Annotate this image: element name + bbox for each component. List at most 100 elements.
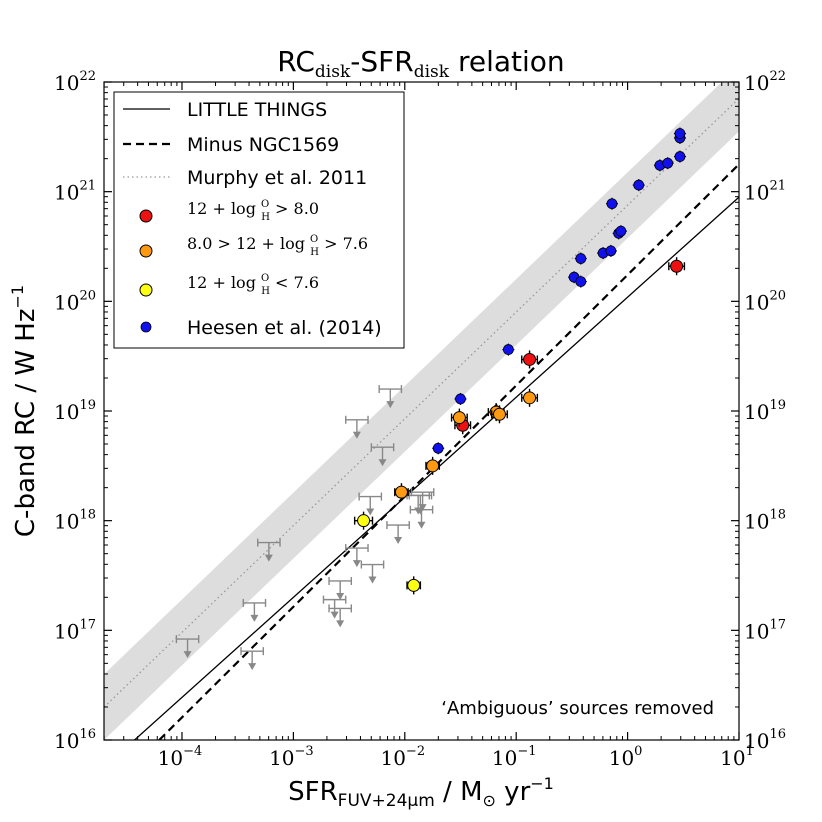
legend-high-metallicity-marker <box>139 209 153 223</box>
point-series0-1 <box>521 350 539 369</box>
x-tick-label: 10−2 <box>380 744 425 770</box>
minus-ngc1569-fit-line <box>157 163 739 740</box>
point-series1-3 <box>521 388 539 407</box>
point-marker <box>633 179 645 191</box>
upper-limit-13 <box>409 505 434 529</box>
point-marker <box>492 407 506 421</box>
upper-limit-17 <box>328 604 353 628</box>
y-tick-label-right: 1019 <box>744 398 786 424</box>
upper-limit-3 <box>257 538 281 562</box>
x-tick-label: 101 <box>720 744 754 770</box>
point-series3-14 <box>673 150 686 163</box>
upper-limit-1 <box>240 647 265 671</box>
upper-limit-arrow <box>378 459 387 467</box>
point-marker <box>674 128 686 139</box>
point-marker <box>615 225 627 237</box>
upper-limit-15 <box>358 492 383 516</box>
upper-limit-arrow <box>248 663 257 671</box>
upper-limit-7 <box>378 385 403 409</box>
point-marker <box>575 276 587 287</box>
point-marker <box>502 344 514 355</box>
upper-limit-arrow <box>336 592 345 600</box>
point-marker <box>523 352 537 366</box>
point-series1-5 <box>394 483 409 502</box>
upper-limit-arrow <box>352 431 361 439</box>
legend-box <box>113 91 405 349</box>
point-marker <box>670 259 684 273</box>
legend-minus-ngc1569-label: Minus NGC1569 <box>187 134 339 156</box>
upper-limits-layer <box>175 385 435 671</box>
point-marker <box>357 514 371 528</box>
y-tick-label-right: 1021 <box>744 179 786 205</box>
legend-murphy-label: Murphy et al. 2011 <box>187 167 367 189</box>
upper-limit-arrow <box>352 560 361 568</box>
upper-limit-arrow <box>336 620 345 628</box>
y-tick-label-right: 1016 <box>744 727 786 753</box>
point-series3-11 <box>632 179 645 192</box>
upper-limit-arrow <box>386 401 395 409</box>
point-marker <box>606 198 618 210</box>
point-marker <box>605 245 617 257</box>
upper-limit-2 <box>242 598 267 622</box>
x-axis-label: SFRFUV+24μm / M⊙ yr−1 <box>288 774 554 811</box>
ambiguous-annotation: ‘Ambiguous’ sources removed <box>441 698 714 719</box>
upper-limit-arrow <box>250 614 259 622</box>
upper-limit-4 <box>328 576 353 600</box>
point-series1-2 <box>490 405 508 424</box>
y-tick-label-right: 1017 <box>744 617 786 643</box>
point-series3-4 <box>574 275 587 288</box>
y-tick-label-left: 1016 <box>54 727 96 753</box>
y-tick-label-right: 1020 <box>744 288 786 314</box>
y-tick-label-left: 1019 <box>54 398 96 424</box>
upper-limit-6 <box>370 443 395 467</box>
point-marker <box>674 151 686 162</box>
legend-heesen-marker <box>140 321 152 333</box>
x-tick-label: 10−1 <box>492 744 537 770</box>
upper-limit-arrow <box>368 576 377 584</box>
upper-limit-16 <box>322 595 347 619</box>
point-marker <box>452 411 466 425</box>
upper-limit-arrow <box>330 611 339 619</box>
upper-limit-arrow <box>418 504 427 512</box>
upper-limit-8 <box>345 544 369 568</box>
upper-limit-0 <box>175 635 200 659</box>
upper-limit-9 <box>360 560 385 584</box>
point-series0-2 <box>668 257 686 276</box>
murphy-scatter-band <box>104 82 739 740</box>
legend: LITTLE THINGS Minus NGC1569 Murphy et al… <box>113 91 405 349</box>
point-marker <box>662 157 674 169</box>
legend-low-metallicity-marker <box>139 283 153 297</box>
point-series3-1 <box>432 442 445 455</box>
point-marker <box>575 253 587 264</box>
x-tick-label: 100 <box>609 744 643 770</box>
y-tick-label-left: 1018 <box>54 508 96 534</box>
little-things-fit-line <box>133 196 739 740</box>
upper-limit-arrow <box>394 537 403 545</box>
upper-limit-arrow <box>417 521 426 529</box>
upper-limit-arrow <box>366 508 375 516</box>
point-series3-16 <box>673 127 686 140</box>
point-marker <box>407 578 421 592</box>
point-series3-0 <box>454 392 467 405</box>
y-tick-label-right: 1018 <box>744 508 786 534</box>
point-series2-0 <box>353 511 374 530</box>
legend-heesen-label: Heesen et al. (2014) <box>187 317 382 339</box>
upper-limit-12 <box>408 491 433 515</box>
legend-mid-metallicity-marker <box>139 244 153 258</box>
x-tick-label: 10−4 <box>158 744 203 770</box>
y-tick-label-left: 1022 <box>54 69 96 95</box>
point-series3-10 <box>606 197 618 210</box>
y-tick-label-left: 1021 <box>54 179 96 205</box>
upper-limit-10 <box>386 521 410 545</box>
chart-title: RCdisk-SFRdisk relation <box>277 45 564 82</box>
point-series1-0 <box>450 408 468 427</box>
upper-limit-14 <box>410 488 435 512</box>
point-series3-7 <box>604 244 617 257</box>
point-series3-5 <box>574 252 587 265</box>
y-axis-label: C-band RC / W Hz−1 <box>8 285 41 537</box>
point-marker <box>432 442 444 454</box>
